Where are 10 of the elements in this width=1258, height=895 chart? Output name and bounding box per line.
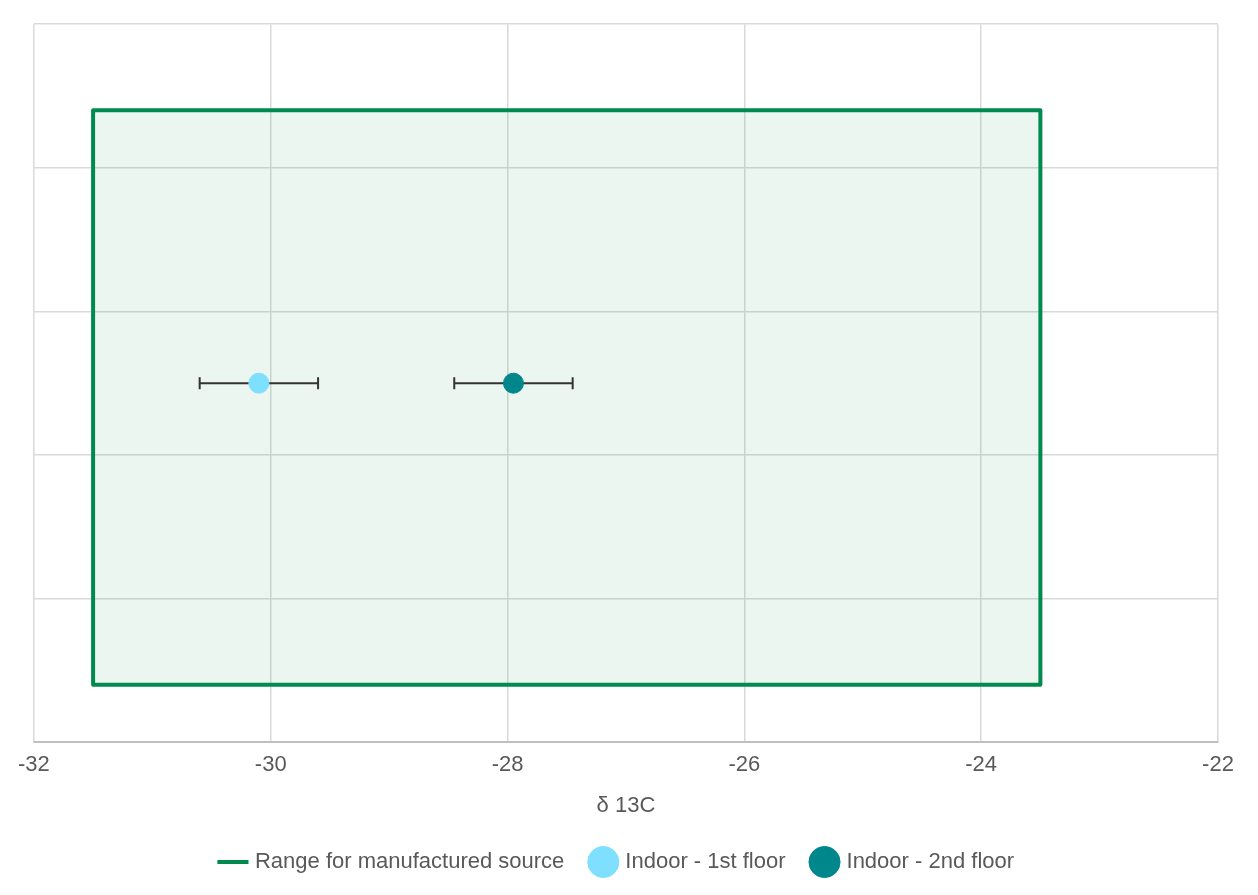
x-axis-title: δ 13C xyxy=(596,791,656,817)
x-tick-label: -22 xyxy=(1202,751,1234,777)
x-tick-label: -32 xyxy=(18,751,50,777)
legend-label: Indoor - 1st floor xyxy=(625,848,786,874)
x-tick-label: -26 xyxy=(728,751,761,777)
legend-label: Indoor - 2nd floor xyxy=(846,848,1015,874)
x-tick-label: -28 xyxy=(491,751,524,777)
x-tick-label: -30 xyxy=(254,751,287,777)
legend-label: Range for manufactured source xyxy=(254,848,565,874)
x-tick-label: -24 xyxy=(965,751,998,777)
